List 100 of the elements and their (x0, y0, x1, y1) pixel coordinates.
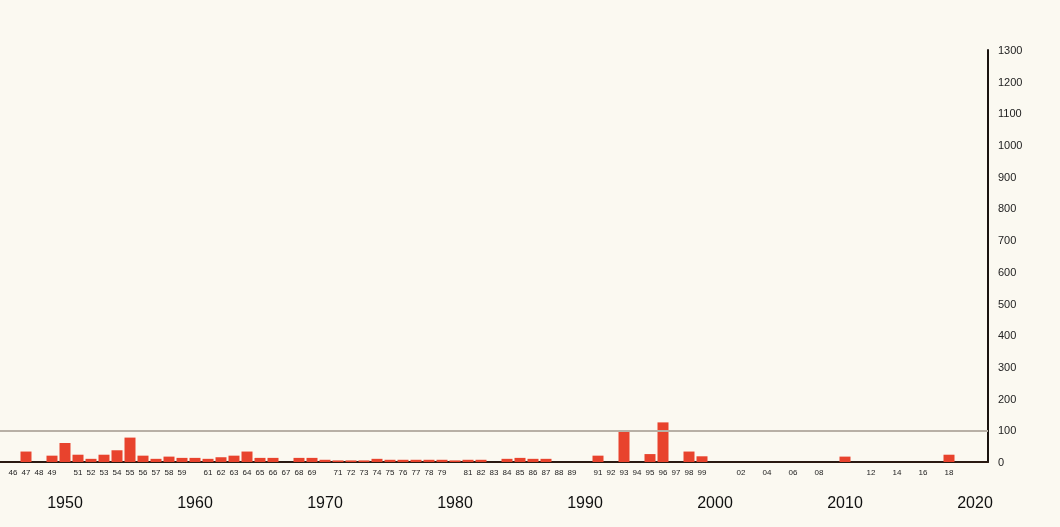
bar (371, 458, 383, 462)
x-tick-label: 68 (294, 467, 304, 477)
bar (124, 437, 136, 462)
bar (85, 458, 97, 462)
bar (436, 459, 448, 462)
x-tick-label: 95 (645, 467, 655, 477)
x-tick-label: 73 (359, 467, 369, 477)
bar (59, 442, 71, 462)
y-tick-label: 1100 (998, 107, 1022, 120)
y-tick-label: 800 (998, 202, 1017, 215)
x-tick-label: 48 (34, 467, 44, 477)
x-tick-label: 99 (697, 467, 707, 477)
bar (462, 459, 474, 462)
bar (592, 455, 604, 462)
x-tick-label: 86 (528, 467, 538, 477)
y-tick-label: 300 (998, 360, 1017, 373)
x-tick-label: 47 (21, 467, 31, 477)
x-tick-label: 06 (788, 467, 798, 477)
bar (657, 422, 669, 462)
x-tick-label: 64 (242, 467, 252, 477)
y-tick-label: 600 (998, 265, 1017, 278)
x-tick-label: 51 (73, 467, 83, 477)
x-tick-label: 18 (944, 467, 954, 477)
bar (267, 457, 279, 462)
x-tick-label: 63 (229, 467, 239, 477)
x-tick-label: 46 (8, 467, 18, 477)
x-tick-label: 55 (125, 467, 135, 477)
x-tick-label: 49 (47, 467, 57, 477)
x-tick-label: 59 (177, 467, 187, 477)
x-tick-label: 16 (918, 467, 928, 477)
bar (306, 457, 318, 462)
x-tick-label: 67 (281, 467, 291, 477)
bar (644, 454, 656, 462)
x-tick-label: 61 (203, 467, 213, 477)
x-tick-label: 12 (866, 467, 876, 477)
x-tick-label: 62 (216, 467, 226, 477)
x-tick-label: 88 (554, 467, 564, 477)
x-tick-label: 56 (138, 467, 148, 477)
bar (72, 454, 84, 462)
y-tick-label: 500 (998, 297, 1017, 310)
bar (176, 457, 188, 462)
x-tick-label: 93 (619, 467, 629, 477)
bar (527, 458, 539, 462)
x-tick-label: 14 (892, 467, 902, 477)
y-tick-label: 100 (998, 424, 1017, 437)
x-tick-label: 08 (814, 467, 824, 477)
x-tick-label: 81 (463, 467, 473, 477)
bar (618, 431, 630, 462)
bar (514, 457, 526, 462)
x2-tick-label: 1990 (567, 493, 603, 511)
x2-tick-label: 2010 (827, 493, 863, 511)
x2-tick-label: 2000 (697, 493, 733, 511)
x-tick-label: 96 (658, 467, 668, 477)
bar (839, 456, 851, 462)
bar (540, 458, 552, 462)
y-tick-label: 900 (998, 170, 1017, 183)
bar (163, 456, 175, 462)
x2-tick-label: 1950 (47, 493, 83, 511)
bar (150, 458, 162, 462)
x2-tick-label: 1970 (307, 493, 343, 511)
y-tick-label: 0 (998, 456, 1005, 468)
x2-tick-label: 2020 (957, 493, 993, 511)
bar (397, 459, 409, 462)
bar (137, 455, 149, 462)
x-tick-label: 97 (671, 467, 681, 477)
x-tick-label: 91 (593, 467, 603, 477)
x-tick-label: 71 (333, 467, 343, 477)
bar (228, 455, 240, 462)
bar (319, 459, 331, 462)
y-tick-label: 1000 (998, 139, 1023, 152)
x-tick-label: 69 (307, 467, 317, 477)
bar (475, 459, 487, 462)
bar (215, 457, 227, 462)
x2-tick-label: 1980 (437, 493, 473, 511)
x-tick-label: 52 (86, 467, 96, 477)
bar (46, 455, 58, 462)
y-tick-label: 200 (998, 392, 1017, 405)
x-tick-label: 57 (151, 467, 161, 477)
x-tick-label: 65 (255, 467, 265, 477)
bar (683, 451, 695, 462)
bar (241, 451, 253, 462)
x-tick-label: 54 (112, 467, 122, 477)
bar (943, 454, 955, 462)
x-tick-label: 53 (99, 467, 109, 477)
x-tick-label: 75 (385, 467, 395, 477)
x-tick-label: 58 (164, 467, 174, 477)
x-tick-label: 85 (515, 467, 525, 477)
y-tick-label: 1300 (998, 44, 1023, 56)
bar (254, 457, 266, 462)
bar (111, 450, 123, 462)
x-tick-label: 94 (632, 467, 642, 477)
bar (410, 459, 422, 462)
x-tick-label: 78 (424, 467, 434, 477)
bar (501, 458, 513, 462)
y-tick-label: 400 (998, 329, 1017, 342)
x-tick-label: 76 (398, 467, 408, 477)
x-tick-label: 66 (268, 467, 278, 477)
x-tick-label: 79 (437, 467, 447, 477)
x-tick-label: 74 (372, 467, 382, 477)
x-tick-label: 72 (346, 467, 356, 477)
